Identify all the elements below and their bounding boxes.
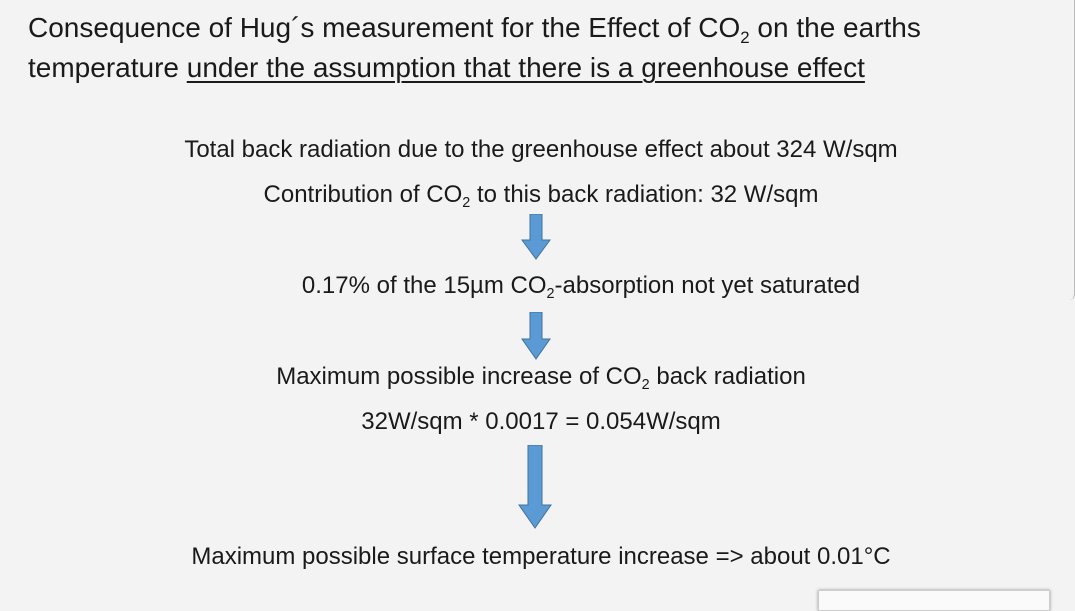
text: 0.17% of the 15µm CO — [301, 272, 547, 299]
arrow — [518, 445, 552, 529]
subscript: 2 — [641, 377, 650, 394]
title-line: temperature under the assumption that th… — [28, 52, 865, 84]
body-line: Maximum possible surface temperature inc… — [191, 543, 891, 570]
text: temperature — [28, 52, 187, 83]
text: -absorption not yet saturated — [554, 272, 861, 299]
subscript: 2 — [740, 27, 750, 47]
arrow — [521, 214, 551, 260]
subscript: 2 — [462, 195, 471, 212]
body-line: Contribution of CO2 to this back radiati… — [263, 181, 819, 212]
body-line: Maximum possible increase of CO2 back ra… — [276, 363, 806, 394]
text: on the earths — [749, 12, 921, 43]
text: Consequence of Hug´s measurement for the… — [28, 12, 741, 43]
thumbnail-window — [818, 590, 1050, 611]
underlined-text: under the assumption that there is a gre… — [186, 52, 865, 83]
title-line: Consequence of Hug´s measurement for the… — [28, 12, 921, 47]
text: Maximum possible increase of CO — [276, 363, 642, 390]
arrow — [521, 312, 551, 360]
text: back radiation — [649, 363, 806, 390]
text: Contribution of CO — [263, 181, 463, 208]
body-line: 32W/sqm * 0.0017 = 0.054W/sqm — [361, 408, 721, 435]
body-line: Total back radiation due to the greenhou… — [184, 136, 898, 163]
subscript: 2 — [546, 286, 555, 303]
text: to this back radiation: 32 W/sqm — [470, 181, 819, 208]
body-line: 0.17% of the 15µm CO2-absorption not yet… — [301, 272, 861, 303]
edge — [1068, 0, 1075, 300]
